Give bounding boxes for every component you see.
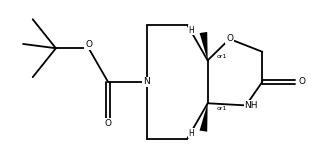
Text: or1: or1 — [217, 54, 227, 59]
Text: NH: NH — [244, 101, 258, 110]
Text: N: N — [143, 77, 150, 86]
Text: or1: or1 — [217, 106, 227, 111]
Text: O: O — [299, 77, 306, 86]
Polygon shape — [200, 32, 208, 60]
Text: H: H — [189, 26, 194, 35]
Text: O: O — [104, 119, 111, 128]
Polygon shape — [200, 103, 208, 132]
Text: O: O — [226, 34, 233, 43]
Text: O: O — [85, 40, 92, 49]
Text: H: H — [189, 129, 194, 138]
